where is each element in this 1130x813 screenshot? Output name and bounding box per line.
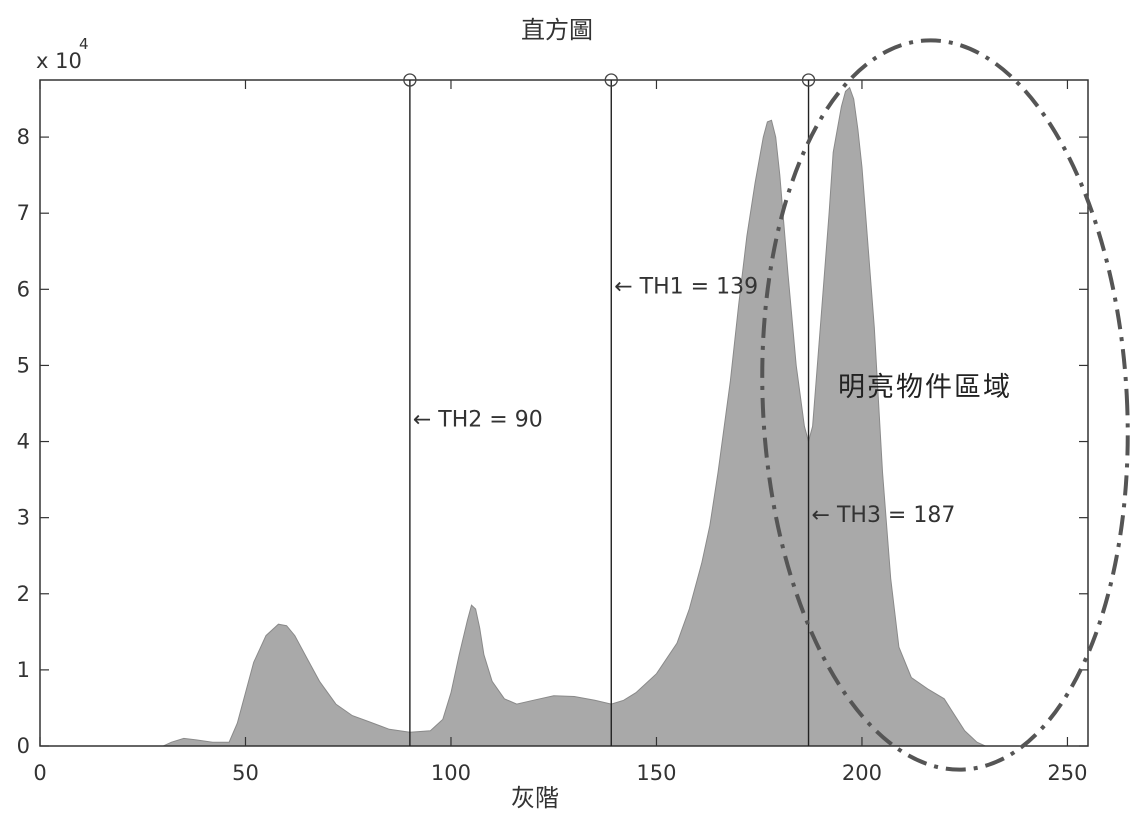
y-tick-label: 4	[17, 430, 30, 454]
y-tick-label: 5	[17, 353, 30, 377]
y-tick-label: 7	[17, 201, 30, 225]
threshold-label: ← TH2 = 90	[413, 408, 543, 433]
plot-frame	[39, 79, 1089, 747]
y-tick-label: 0	[17, 734, 30, 758]
y-multiplier-exponent: 4	[79, 35, 89, 53]
region-label: 明亮物件區域	[838, 372, 1012, 403]
x-tick-label: 150	[636, 761, 676, 785]
threshold-label: ← TH1 = 139	[614, 275, 758, 300]
x-axis-label: 灰階	[511, 784, 559, 812]
x-tick-label: 0	[33, 761, 46, 785]
chart-title: 直方圖	[521, 16, 593, 44]
y-tick-label: 8	[17, 125, 30, 149]
bright-region-ellipse	[760, 38, 1130, 772]
y-tick-label: 3	[17, 506, 30, 530]
threshold-marker	[604, 73, 618, 87]
y-tick-label: 6	[17, 277, 30, 301]
y-tick-label: 2	[17, 582, 30, 606]
x-tick-label: 250	[1047, 761, 1087, 785]
x-tick-label: 200	[842, 761, 882, 785]
threshold-label: ← TH3 = 187	[812, 503, 956, 528]
x-tick-label: 50	[232, 761, 259, 785]
x-tick-label: 100	[431, 761, 471, 785]
histogram-area	[40, 86, 1088, 747]
y-multiplier: x 10	[36, 49, 82, 73]
threshold-marker	[801, 73, 816, 87]
y-tick-label: 1	[17, 658, 30, 682]
threshold-marker	[403, 73, 417, 87]
